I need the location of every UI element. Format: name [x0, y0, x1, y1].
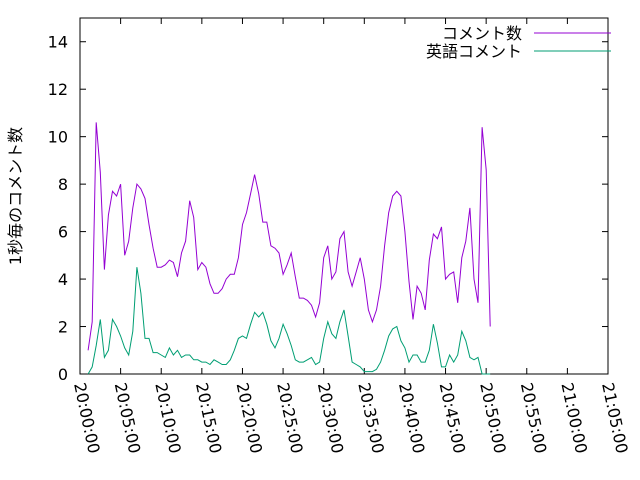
x-tick-label: 20:05:00: [111, 381, 145, 455]
x-axis: 20:00:00 20:05:00 20:10:00 20:15:00 20:20:00…: [70, 18, 632, 455]
series-lines: [87, 122, 491, 375]
x-tick-label: 20:20:00: [233, 381, 267, 455]
x-tick-label: 21:05:00: [598, 381, 632, 455]
y-axis-label: 1秒毎のコメント数: [6, 127, 25, 265]
x-tick-label: 20:40:00: [395, 381, 429, 455]
y-tick-label: 6: [58, 223, 68, 242]
y-tick-label: 2: [58, 318, 68, 337]
y-axis: 0 2 4 6 8 10 12 14: [48, 33, 608, 384]
x-tick-label: 20:25:00: [273, 381, 307, 455]
y-tick-label: 8: [58, 175, 68, 194]
x-tick-label: 20:45:00: [436, 381, 470, 455]
y-tick-label: 10: [48, 128, 68, 147]
y-tick-label: 0: [58, 365, 68, 384]
plot-frame: [79, 17, 609, 375]
y-tick-label: 4: [58, 270, 68, 289]
legend-label-1: 英語コメント: [426, 42, 522, 61]
series-line-0: [87, 122, 491, 351]
x-tick-label: 20:50:00: [476, 381, 510, 455]
x-tick-label: 20:30:00: [314, 381, 348, 455]
x-tick-label: 20:15:00: [192, 381, 226, 455]
series-line-1: [87, 267, 491, 375]
x-tick-label: 20:35:00: [354, 381, 388, 455]
x-tick-label: 20:10:00: [151, 381, 185, 455]
y-tick-label: 12: [48, 80, 68, 99]
x-tick-label: 21:00:00: [557, 381, 591, 455]
y-tick-label: 14: [48, 33, 68, 52]
x-tick-label: 20:00:00: [70, 381, 104, 455]
legend-label-0: コメント数: [442, 24, 522, 43]
x-tick-label: 20:55:00: [517, 381, 551, 455]
